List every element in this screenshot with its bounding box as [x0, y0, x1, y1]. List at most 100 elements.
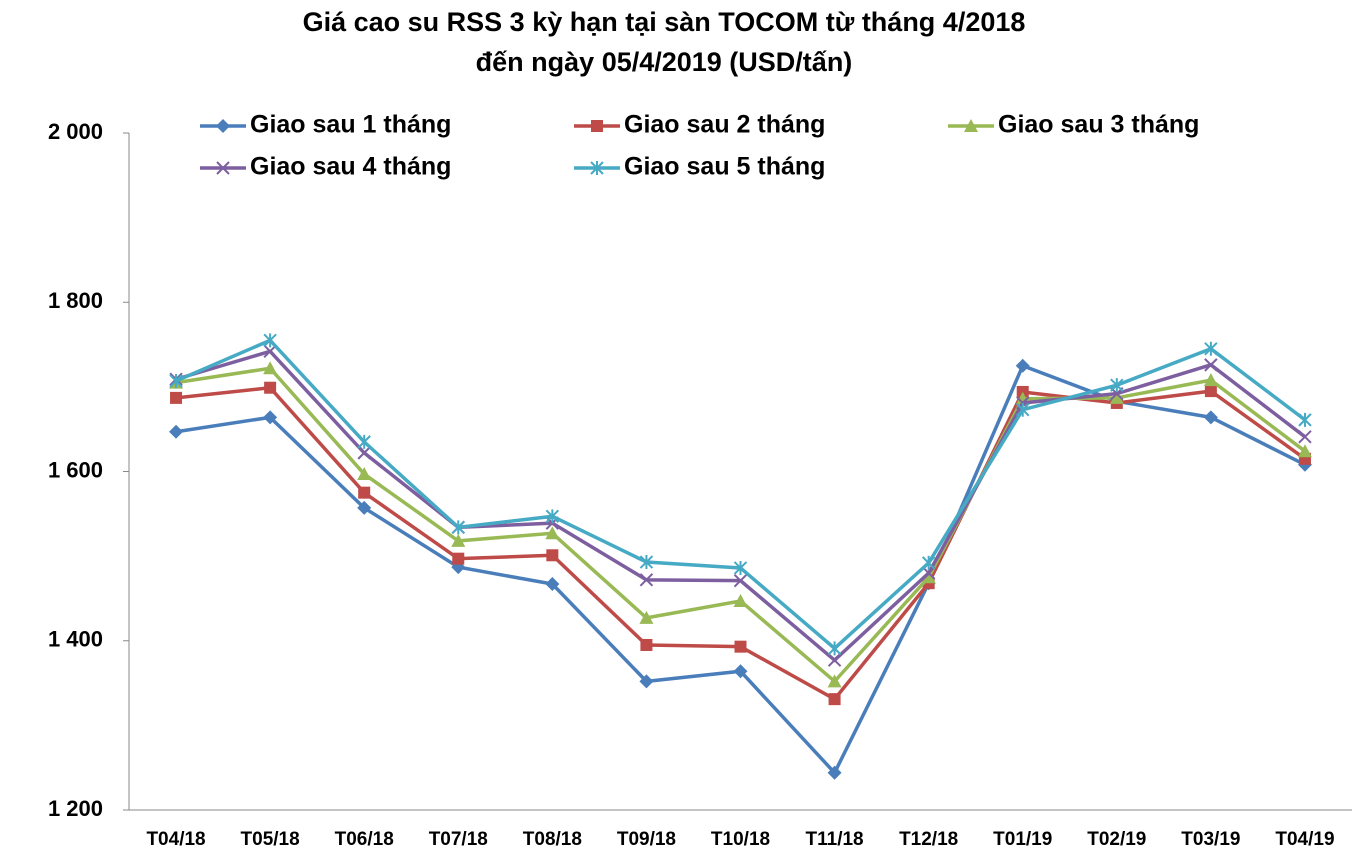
marker	[733, 560, 748, 575]
legend-label: Giao sau 5 tháng	[624, 153, 825, 181]
x-tick-label: T07/18	[429, 829, 488, 850]
marker	[733, 664, 748, 679]
marker-shape	[639, 610, 654, 624]
marker-shape	[1204, 385, 1217, 398]
marker	[452, 552, 465, 565]
marker	[921, 566, 936, 580]
marker	[1110, 378, 1124, 393]
x-tick-label: T08/18	[523, 829, 582, 850]
marker	[827, 765, 842, 780]
legend-marker	[964, 119, 978, 132]
marker	[451, 520, 465, 535]
marker-shape	[1298, 412, 1312, 427]
marker	[827, 641, 842, 656]
marker	[169, 373, 183, 388]
legend-label: Giao sau 1 tháng	[250, 111, 451, 139]
marker-shape	[264, 381, 277, 394]
marker-shape	[263, 344, 277, 359]
marker-shape	[263, 333, 277, 348]
marker-shape	[1203, 410, 1218, 425]
marker-shape	[964, 119, 978, 132]
marker-shape	[827, 674, 842, 688]
marker	[357, 467, 372, 481]
x-tick-label: T05/18	[241, 829, 300, 850]
y-tick-label: 1 400	[48, 627, 103, 652]
marker	[827, 653, 842, 667]
marker-shape	[216, 119, 230, 133]
marker-shape	[170, 391, 183, 404]
marker-shape	[545, 577, 560, 592]
marker-shape	[733, 573, 748, 588]
marker	[170, 391, 183, 404]
marker-shape	[590, 161, 604, 175]
marker	[639, 610, 654, 624]
legend-marker	[216, 119, 230, 133]
marker	[357, 446, 371, 460]
marker	[639, 674, 654, 689]
x-tick-label: T04/19	[1275, 829, 1334, 850]
x-tick-label: T04/18	[146, 829, 205, 850]
marker-shape	[639, 674, 654, 689]
x-tick-label: T10/18	[711, 829, 770, 850]
marker	[545, 509, 560, 524]
x-tick-label: T09/18	[617, 829, 676, 850]
marker-shape	[451, 520, 465, 535]
marker-shape	[733, 593, 748, 607]
x-tick-label: T06/18	[335, 829, 394, 850]
marker	[263, 410, 278, 425]
marker	[545, 526, 560, 540]
marker	[1203, 373, 1218, 387]
legend-marker	[216, 161, 230, 175]
marker	[263, 344, 277, 359]
marker-shape	[169, 424, 184, 439]
legend-label: Giao sau 2 tháng	[624, 111, 825, 139]
marker-shape	[827, 653, 842, 667]
marker	[1297, 444, 1312, 458]
y-tick-label: 1 200	[48, 796, 103, 821]
marker	[921, 555, 936, 570]
marker	[264, 381, 277, 394]
marker-shape	[639, 555, 654, 570]
legend-label: Giao sau 4 tháng	[250, 153, 451, 181]
marker	[1298, 430, 1312, 444]
marker-shape	[1203, 373, 1218, 387]
marker-shape	[1298, 430, 1312, 444]
marker-shape	[1204, 341, 1218, 356]
marker-shape	[1297, 444, 1312, 458]
marker-shape	[1015, 358, 1030, 373]
marker	[263, 333, 277, 348]
marker-shape	[263, 410, 278, 425]
marker	[733, 573, 748, 588]
marker	[827, 674, 842, 688]
marker-shape	[545, 526, 560, 540]
series-line	[175, 366, 1307, 684]
marker	[1204, 341, 1218, 356]
marker-shape	[733, 560, 748, 575]
marker-shape	[216, 161, 230, 175]
legend-marker	[590, 161, 604, 175]
marker-shape	[827, 641, 842, 656]
marker	[1016, 402, 1030, 417]
marker	[1203, 410, 1218, 425]
marker	[545, 577, 560, 592]
marker	[734, 640, 747, 653]
marker-shape	[591, 120, 603, 132]
marker-shape	[733, 664, 748, 679]
y-tick-label: 1 800	[48, 288, 103, 313]
marker-shape	[921, 570, 936, 584]
marker-shape	[358, 486, 371, 499]
marker	[358, 486, 371, 499]
marker	[1204, 385, 1217, 398]
marker-shape	[357, 446, 371, 460]
y-tick-label: 1 600	[48, 457, 103, 482]
marker-shape	[921, 555, 936, 570]
marker	[639, 555, 654, 570]
marker	[921, 570, 936, 584]
legend-label: Giao sau 3 tháng	[998, 111, 1199, 139]
marker-shape	[452, 552, 465, 565]
marker-shape	[357, 434, 371, 449]
marker	[357, 434, 371, 449]
series-line	[175, 349, 1307, 663]
marker-shape	[1204, 358, 1218, 372]
